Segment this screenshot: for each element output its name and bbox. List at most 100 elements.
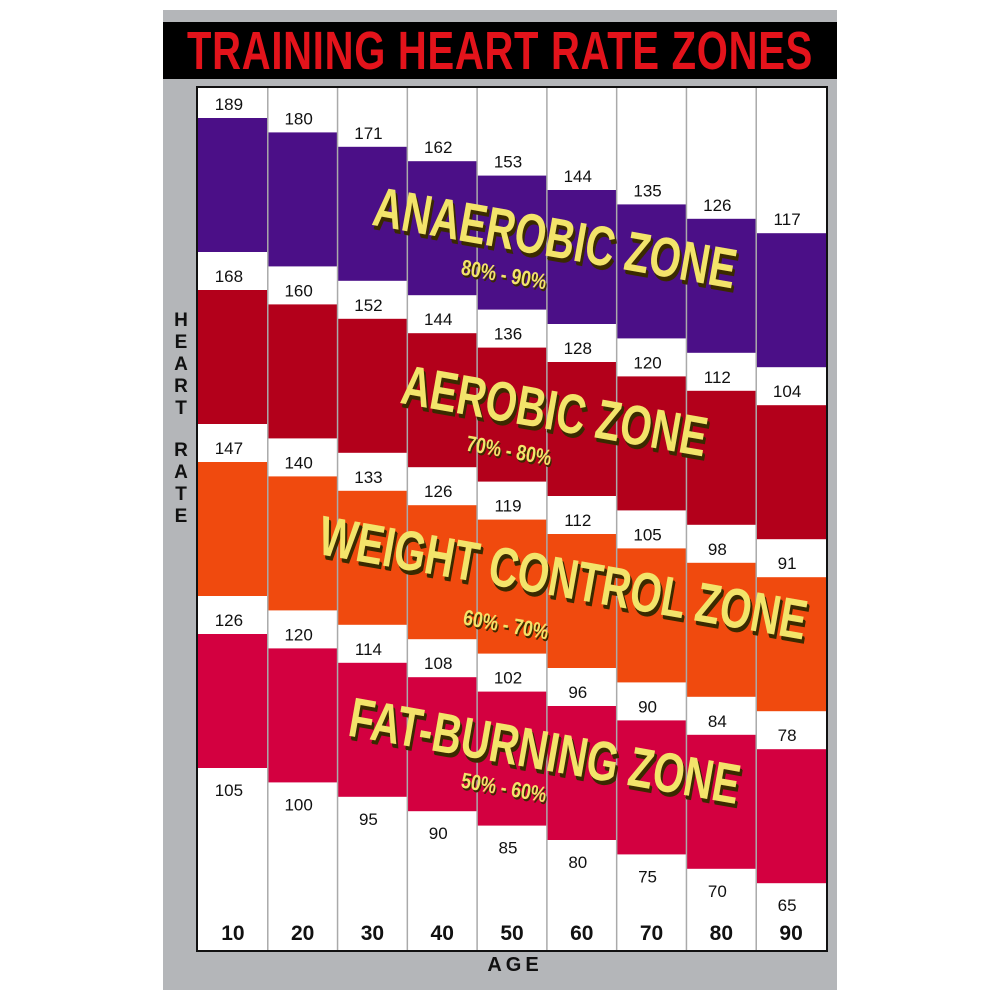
heart-rate-label: 128 [564, 339, 592, 358]
zone-bar [267, 304, 338, 439]
zone-bar [756, 577, 826, 712]
heart-rate-label: 144 [564, 167, 592, 186]
zone-bar [267, 648, 338, 783]
heart-rate-label: 153 [494, 153, 522, 172]
heart-rate-label: 84 [708, 712, 727, 731]
zone-bar [267, 476, 338, 611]
heart-rate-label: 119 [494, 497, 521, 516]
zone-bar [477, 519, 547, 654]
heart-rate-label: 80 [568, 853, 587, 872]
heart-rate-label: 108 [424, 654, 452, 673]
zone-bar [267, 132, 338, 267]
zone-bar [616, 204, 687, 339]
heart-rate-label: 189 [215, 95, 243, 114]
zone-bar [337, 662, 408, 797]
y-axis-label-letter: E [174, 506, 188, 527]
zone-bar [756, 749, 826, 884]
heart-rate-label: 85 [499, 839, 518, 858]
age-tick-label: 50 [500, 922, 523, 945]
heart-rate-label: 126 [424, 482, 452, 501]
age-tick-label: 70 [640, 922, 663, 945]
heart-rate-label: 95 [359, 810, 378, 829]
heart-rate-label: 168 [215, 267, 243, 286]
zone-bar [198, 634, 268, 768]
y-axis-label-letter: R [174, 440, 188, 461]
zone-bar [546, 190, 617, 324]
heart-rate-label: 180 [284, 109, 312, 128]
heart-rate-label: 171 [354, 124, 382, 143]
zone-bar [477, 691, 547, 826]
heart-rate-label: 102 [494, 669, 522, 688]
heart-rate-label: 70 [708, 882, 727, 901]
heart-rate-label: 104 [773, 382, 801, 401]
y-axis-label-letter: E [174, 332, 188, 353]
zone-bar [198, 290, 268, 424]
heart-rate-label: 135 [633, 181, 661, 200]
zone-bar [407, 677, 478, 812]
heart-rate-label: 105 [633, 525, 661, 544]
zone-bar [616, 548, 687, 683]
zone-bar [686, 734, 757, 869]
y-axis-label-letter: A [174, 462, 188, 483]
zone-bar [616, 720, 687, 855]
heart-rate-label: 90 [638, 697, 657, 716]
heart-rate-label: 140 [284, 453, 312, 472]
heart-rate-label: 144 [424, 310, 452, 329]
age-tick-label: 20 [291, 922, 314, 945]
chart-svg: 189 168 147 126 105 10 180 160 140 120 100 20 171 152… [198, 88, 826, 950]
zone-bar [337, 318, 408, 453]
heart-rate-label: 90 [429, 824, 448, 843]
y-axis-label-letter: T [175, 398, 187, 419]
heart-rate-label: 112 [564, 511, 591, 530]
zone-bar [337, 490, 408, 625]
heart-rate-label: 162 [424, 138, 452, 157]
heart-rate-label: 117 [774, 210, 801, 229]
age-tick-label: 10 [221, 922, 244, 945]
heart-rate-label: 126 [215, 611, 243, 630]
heart-rate-label: 133 [354, 468, 382, 487]
zone-bar [756, 233, 826, 368]
zone-bar [686, 562, 757, 697]
y-axis-label-letter: R [174, 376, 188, 397]
x-axis-label: AGE [487, 954, 543, 976]
zone-bar [756, 405, 826, 540]
heart-rate-label: 98 [708, 540, 727, 559]
title-bar: TRAINING HEART RATE ZONES [163, 22, 837, 79]
age-tick-label: 30 [361, 922, 384, 945]
heart-rate-label: 136 [494, 325, 522, 344]
zone-bar [198, 118, 268, 252]
heart-rate-label: 152 [354, 296, 382, 315]
heart-rate-label: 120 [284, 625, 312, 644]
heart-rate-label: 91 [778, 554, 797, 573]
heart-rate-label: 120 [633, 353, 661, 372]
chart-area: 189 168 147 126 105 10 180 160 140 120 100 20 171 152… [196, 86, 828, 952]
zone-bar [546, 706, 617, 840]
age-tick-label: 90 [779, 922, 802, 945]
heart-rate-label: 75 [638, 867, 657, 886]
y-axis-label-letter [178, 420, 183, 440]
zone-bar [477, 175, 547, 310]
heart-rate-label: 100 [284, 795, 312, 814]
zone-bar [546, 362, 617, 496]
zone-bar [337, 146, 408, 281]
zone-bar [546, 534, 617, 668]
zone-bar [686, 218, 757, 353]
zone-bar [616, 376, 687, 511]
heart-rate-label: 160 [284, 281, 312, 300]
zone-bar [407, 161, 478, 296]
y-axis-label-letter: A [174, 354, 188, 375]
zone-bar [407, 333, 478, 468]
zone-bar [198, 462, 268, 596]
heart-rate-label: 147 [215, 439, 243, 458]
age-tick-label: 80 [710, 922, 733, 945]
y-axis-label-letter: H [174, 310, 188, 331]
zone-bar [686, 390, 757, 525]
heart-rate-label: 105 [215, 781, 243, 800]
chart-title: TRAINING HEART RATE ZONES [186, 22, 814, 79]
zone-bar [407, 505, 478, 640]
heart-rate-label: 65 [778, 896, 797, 915]
heart-rate-label: 78 [778, 726, 797, 745]
heart-rate-label: 126 [703, 196, 731, 215]
age-tick-label: 40 [431, 922, 454, 945]
